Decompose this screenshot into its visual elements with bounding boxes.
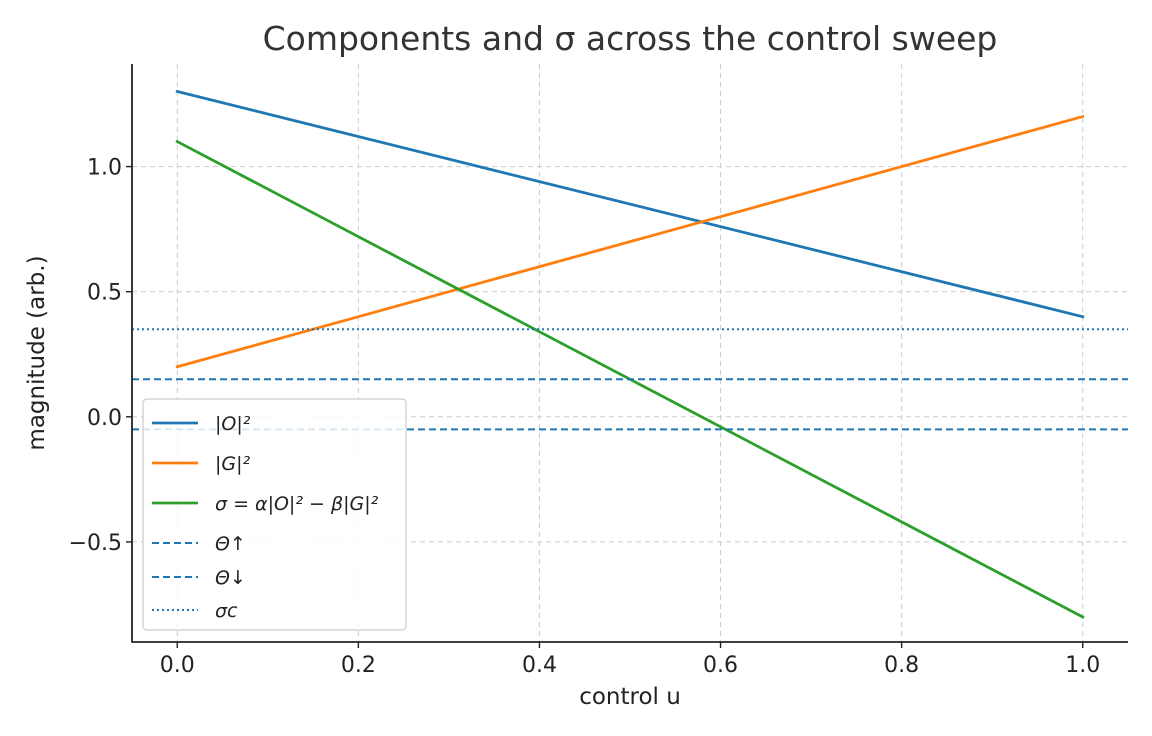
x-tick-label-5: 1.0 xyxy=(1065,653,1100,678)
x-tick-label-0: 0.0 xyxy=(160,653,195,678)
legend-box xyxy=(142,398,407,631)
y-axis-label: magnitude (arb.) xyxy=(24,255,50,450)
legend-label-3: Θ↑ xyxy=(215,533,246,555)
series-line-0 xyxy=(175,89,1085,319)
series-line-1 xyxy=(175,114,1085,369)
x-tick-label-3: 0.6 xyxy=(703,653,738,678)
series-layer xyxy=(132,89,1128,619)
y-tick-label-0: −0.5 xyxy=(69,531,122,556)
legend-label-1: |G|² xyxy=(215,453,251,475)
y-tick-label-1: 0.0 xyxy=(87,406,122,431)
legend-label-0: |O|² xyxy=(215,413,251,435)
x-tick-label-4: 0.8 xyxy=(884,653,919,678)
legend-label-2: σ = α|O|² − β|G|² xyxy=(215,493,379,515)
chart-title: Components and σ across the control swee… xyxy=(263,19,998,58)
x-tick-label-1: 0.2 xyxy=(341,653,376,678)
ticks: 0.0 0.2 0.4 0.6 0.8 1.0 −0.5 0.0 0.5 1.0 xyxy=(69,156,1101,678)
x-axis-label: control u xyxy=(579,684,681,710)
legend-label-4: Θ↓ xyxy=(215,567,246,589)
y-tick-label-3: 1.0 xyxy=(87,156,122,181)
y-tick-label-2: 0.5 xyxy=(87,281,122,306)
legend-label-5: σc xyxy=(215,600,238,622)
x-tick-label-2: 0.4 xyxy=(522,653,557,678)
axes xyxy=(131,64,1128,643)
legend: |O|² |G|² σ = α|O|² − β|G|² Θ↑ Θ↓ σc xyxy=(142,398,407,631)
